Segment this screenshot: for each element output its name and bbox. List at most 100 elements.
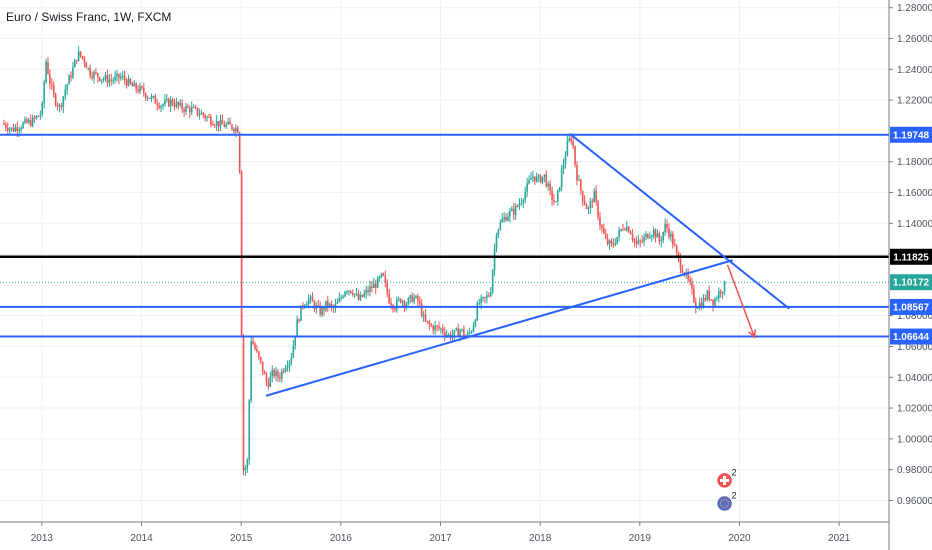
x-tick-label: 2017 (429, 533, 452, 544)
candle-body (499, 222, 502, 230)
price-axis: 1.28000 1.26000 1.24000 1.22000 1.18000 1.160… (889, 3, 932, 507)
candle-body (654, 229, 657, 238)
candle-body (108, 79, 111, 83)
candle-body (380, 273, 383, 278)
candle-body (518, 203, 521, 207)
candle-body (597, 201, 599, 218)
candle-body (259, 356, 262, 362)
candle-body (399, 298, 402, 303)
x-tick-label: 2015 (230, 533, 253, 544)
candle-body (79, 51, 82, 57)
candle-body (376, 277, 379, 288)
candle-body (407, 298, 410, 305)
candle-body (212, 124, 214, 126)
candle-body (712, 299, 714, 306)
candle-body (622, 229, 624, 231)
candle-body (672, 233, 674, 245)
candle-body (394, 308, 396, 310)
candle-body (150, 96, 153, 99)
candle-body (181, 102, 183, 110)
candle-body (123, 75, 126, 81)
candle-body (428, 321, 431, 325)
candle-body (156, 103, 159, 106)
badge-count: 2 (732, 491, 737, 501)
candle-body (100, 79, 103, 81)
candle-body (169, 99, 172, 107)
candle-body (267, 382, 270, 387)
candle-body (474, 320, 477, 326)
y-tick-label: 1.08000 (897, 311, 932, 322)
candle-body (583, 200, 586, 205)
candle-body (89, 67, 91, 77)
candle-body (51, 84, 53, 86)
candle-body (242, 335, 245, 471)
y-tick-label: 1.28000 (897, 3, 932, 14)
candle-body (497, 229, 500, 236)
candle-body (227, 121, 229, 125)
candle-body (225, 124, 228, 127)
candle-body (405, 304, 408, 307)
candle-body (346, 291, 348, 293)
candle-body (3, 123, 5, 125)
candle-body (263, 372, 266, 375)
candle-body (710, 299, 712, 301)
y-tick-label: 1.02000 (897, 404, 932, 415)
candle-body (215, 121, 218, 126)
candle-body (443, 331, 446, 336)
candle-body (31, 117, 34, 126)
candle-body (350, 290, 352, 294)
candle-body (62, 96, 65, 107)
candle-body (647, 233, 649, 238)
candle-body (384, 275, 387, 283)
y-tick-label: 0.96000 (897, 496, 932, 507)
candle-body (144, 93, 147, 98)
candle-body (35, 115, 38, 119)
candle-body (327, 300, 329, 307)
candle-body (442, 328, 444, 332)
eu-flag-icon (715, 494, 734, 513)
x-tick-label: 2019 (629, 533, 652, 544)
candle-body (171, 99, 174, 105)
candle-body (434, 325, 436, 331)
candle-body (606, 238, 609, 245)
candle-body (323, 308, 325, 311)
candle-body (258, 351, 260, 357)
candle-body (72, 67, 74, 78)
candle-body (643, 237, 645, 242)
candle-body (302, 305, 304, 307)
candle-body (557, 190, 559, 202)
candle-body (486, 295, 488, 298)
candle-body (367, 290, 369, 293)
candle-body (192, 107, 195, 109)
candle-body (83, 57, 86, 63)
candle-body (374, 283, 377, 288)
candle-body (524, 191, 527, 200)
candle-body (413, 297, 415, 302)
candle-body (290, 357, 293, 362)
candle-body (194, 107, 197, 109)
candle-body (612, 243, 615, 245)
candle-body (208, 116, 210, 118)
candle-body (325, 300, 327, 311)
candle-body (700, 302, 703, 308)
candle-body (5, 124, 7, 128)
candle-body (721, 291, 724, 294)
candle-body (238, 132, 241, 172)
candle-body (275, 371, 277, 376)
candle-body (631, 234, 634, 240)
candle-body (656, 233, 659, 238)
price-tag-label: 1.19748 (893, 130, 930, 141)
candle-body (581, 191, 584, 201)
candle-body (344, 291, 346, 297)
candle-body (445, 334, 448, 336)
candle-body (514, 205, 517, 215)
candle-body (252, 341, 254, 345)
candle-body (118, 73, 120, 79)
candle-body (298, 319, 300, 321)
price-tag (890, 126, 932, 143)
candle-body (432, 325, 435, 331)
candle-body (271, 370, 274, 377)
candle-body (484, 297, 486, 299)
candle-body (139, 86, 141, 92)
candle-body (351, 293, 354, 295)
